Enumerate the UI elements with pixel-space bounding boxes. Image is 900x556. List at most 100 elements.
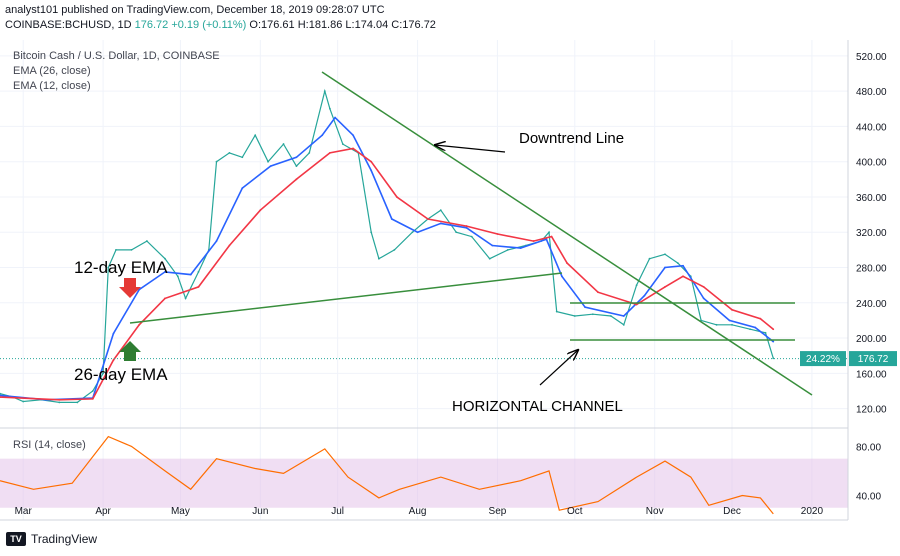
data-point	[532, 240, 535, 242]
data-point	[622, 315, 625, 317]
support-trendline	[129, 272, 563, 324]
symbol-ohlc-row: COINBASE:BCHUSD, 1D 176.72 +0.19 (+0.11%…	[5, 18, 436, 33]
data-point	[393, 248, 396, 251]
x-tick-label: Apr	[95, 506, 111, 517]
data-point	[377, 257, 380, 260]
y-tick-label: 240.00	[856, 299, 887, 310]
data-point	[321, 134, 324, 137]
data-point	[622, 323, 625, 326]
data-point	[566, 262, 568, 264]
data-point	[130, 248, 133, 251]
data-point	[664, 286, 666, 288]
data-point	[112, 332, 115, 335]
data-point	[102, 372, 105, 375]
data-point	[609, 315, 612, 317]
data-point	[426, 218, 429, 220]
data-point	[146, 240, 148, 242]
data-point	[308, 151, 311, 154]
y-tick-label: 200.00	[856, 334, 887, 345]
rsi-tick-label: 80.00	[856, 442, 881, 453]
data-point	[352, 134, 355, 137]
data-point	[370, 160, 373, 163]
ema12-label: 12-day EMA	[74, 258, 168, 277]
data-point	[254, 134, 257, 137]
data-point	[591, 313, 594, 316]
data-point	[754, 326, 757, 329]
data-point	[396, 196, 398, 198]
data-point	[664, 253, 666, 256]
data-point	[545, 238, 548, 241]
data-point	[115, 248, 117, 251]
price-change: +0.19 (+0.11%)	[171, 19, 247, 31]
ohlc-values: O:176.61 H:181.86 L:174.04 C:176.72	[249, 19, 436, 31]
data-point	[228, 151, 231, 154]
data-point	[58, 398, 61, 401]
ema26-arrow-icon	[119, 341, 141, 361]
data-point	[176, 275, 179, 278]
publish-info: analyst101 published on TradingView.com,…	[5, 4, 385, 16]
data-point	[197, 271, 200, 273]
data-point	[491, 244, 494, 247]
data-point	[584, 306, 586, 309]
data-point	[759, 317, 762, 320]
x-tick-label: Oct	[567, 506, 583, 517]
data-point	[0, 394, 1, 397]
footer[interactable]: TV TradingView	[6, 532, 97, 546]
data-point	[0, 392, 1, 395]
series-line-ema-12-close-	[0, 116, 774, 401]
x-tick-label: Dec	[723, 506, 741, 517]
data-point	[295, 178, 298, 181]
data-point	[197, 286, 200, 288]
data-point	[112, 359, 115, 361]
series-line-bchusd	[0, 88, 774, 403]
data-point	[411, 231, 414, 234]
data-point	[295, 156, 298, 159]
data-point	[555, 310, 558, 313]
ema26-label: 26-day EMA	[74, 365, 168, 384]
data-point	[702, 286, 705, 288]
data-point	[370, 169, 373, 172]
data-point	[164, 297, 166, 300]
data-point	[215, 240, 218, 242]
data-point	[329, 151, 331, 154]
data-point	[548, 231, 550, 234]
data-point	[635, 303, 638, 306]
last-price: 176.72	[134, 19, 169, 31]
x-tick-label: Mar	[15, 506, 33, 517]
data-point	[352, 147, 355, 150]
data-point	[228, 244, 231, 247]
rsi-line	[0, 435, 774, 515]
data-point	[682, 275, 684, 278]
data-point	[731, 323, 733, 326]
legend-ema26: EMA (26, close)	[13, 65, 91, 77]
data-point	[635, 284, 638, 287]
y-tick-label: 280.00	[856, 264, 887, 275]
data-point	[22, 400, 25, 403]
data-point	[465, 226, 468, 229]
data-point	[334, 116, 336, 119]
data-point	[259, 209, 262, 212]
data-point	[323, 90, 326, 93]
data-point	[370, 231, 373, 234]
x-tick-label: May	[171, 506, 190, 517]
series-line-ema-26-close-	[0, 147, 774, 401]
tradingview-logo-icon: TV	[6, 532, 26, 546]
rsi-band	[0, 458, 848, 508]
rsi-title: RSI (14, close)	[13, 439, 86, 451]
data-point	[550, 235, 553, 238]
x-tick-label: Jun	[252, 506, 268, 517]
y-tick-label: 480.00	[856, 87, 887, 98]
data-point	[0, 396, 1, 399]
data-point	[241, 156, 244, 159]
data-point	[269, 165, 272, 168]
data-point	[728, 319, 731, 322]
data-point	[184, 297, 187, 300]
y-tick-label: 160.00	[856, 369, 887, 380]
data-point	[470, 235, 473, 238]
data-point	[91, 390, 94, 392]
data-point	[416, 231, 419, 234]
data-point	[731, 308, 733, 311]
main-pane-bg	[0, 40, 848, 428]
data-point	[764, 331, 767, 334]
